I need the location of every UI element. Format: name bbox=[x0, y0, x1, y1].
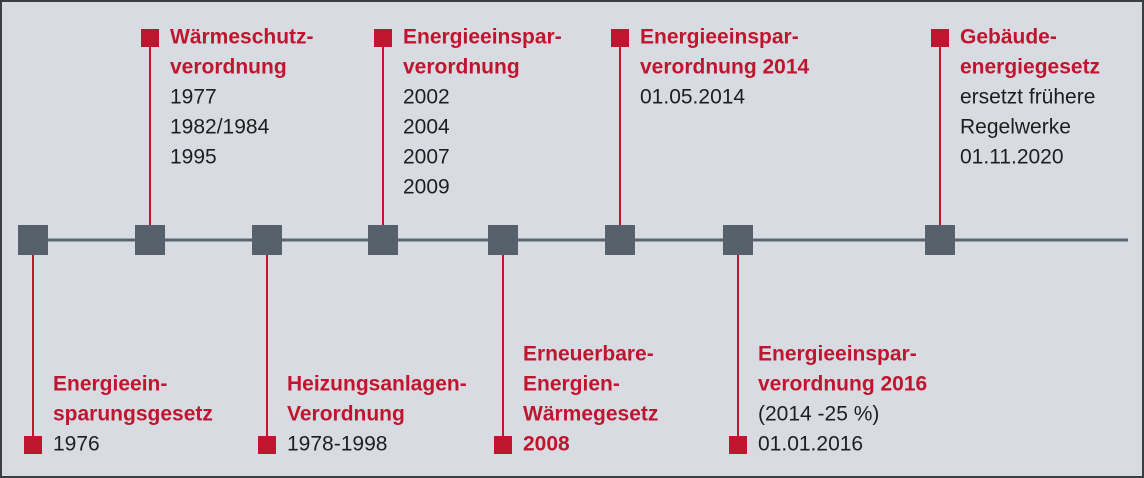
event-title: Wärmegesetz bbox=[523, 403, 658, 426]
event-title: Energieeinspar- bbox=[403, 26, 562, 49]
event-detail: 1978-1998 bbox=[287, 433, 387, 456]
marker bbox=[611, 29, 629, 47]
marker bbox=[494, 436, 512, 454]
marker bbox=[258, 436, 276, 454]
event-detail: 01.05.2014 bbox=[640, 86, 745, 109]
event-detail: 2004 bbox=[403, 116, 450, 139]
timeline-node bbox=[723, 225, 753, 255]
event-title: Verordnung bbox=[287, 403, 405, 426]
event-detail: 1982/1984 bbox=[170, 116, 270, 139]
timeline-node bbox=[605, 225, 635, 255]
timeline-node bbox=[488, 225, 518, 255]
event-detail: 1995 bbox=[170, 146, 217, 169]
event-title: Energieein- bbox=[53, 373, 167, 396]
timeline-node bbox=[925, 225, 955, 255]
event-title: Heizungsanlagen- bbox=[287, 373, 467, 396]
marker bbox=[374, 29, 392, 47]
event-detail: 2009 bbox=[403, 176, 450, 199]
marker bbox=[729, 436, 747, 454]
event-detail: 1977 bbox=[170, 86, 217, 109]
event-title: verordnung bbox=[170, 56, 287, 79]
event-detail: 2007 bbox=[403, 146, 450, 169]
event-title: Energien- bbox=[523, 373, 620, 396]
event-detail: 01.01.2016 bbox=[758, 433, 863, 456]
event-title: Wärmeschutz- bbox=[170, 26, 314, 49]
event-detail: Regelwerke bbox=[960, 116, 1071, 139]
event-detail: 01.11.2020 bbox=[960, 146, 1064, 169]
marker bbox=[24, 436, 42, 454]
event-title: verordnung 2016 bbox=[758, 373, 927, 396]
timeline-node bbox=[368, 225, 398, 255]
event-detail: 1976 bbox=[53, 433, 100, 456]
event-detail: ersetzt frühere bbox=[960, 86, 1095, 109]
event-title: Gebäude- bbox=[960, 26, 1057, 49]
timeline-node bbox=[252, 225, 282, 255]
event-title: Energieeinspar- bbox=[640, 26, 799, 49]
event-detail: 2002 bbox=[403, 86, 450, 109]
marker bbox=[141, 29, 159, 47]
event-title: 2008 bbox=[523, 433, 570, 456]
event-title: verordnung 2014 bbox=[640, 56, 810, 79]
marker bbox=[931, 29, 949, 47]
timeline-node bbox=[135, 225, 165, 255]
event-detail: (2014 -25 %) bbox=[758, 403, 879, 426]
timeline-node bbox=[18, 225, 48, 255]
event-title: Erneuerbare- bbox=[523, 343, 654, 366]
event-title: energiegesetz bbox=[960, 56, 1100, 79]
event-title: verordnung bbox=[403, 56, 520, 79]
event-title: sparungsgesetz bbox=[53, 403, 213, 426]
event-title: Energieeinspar- bbox=[758, 343, 917, 366]
